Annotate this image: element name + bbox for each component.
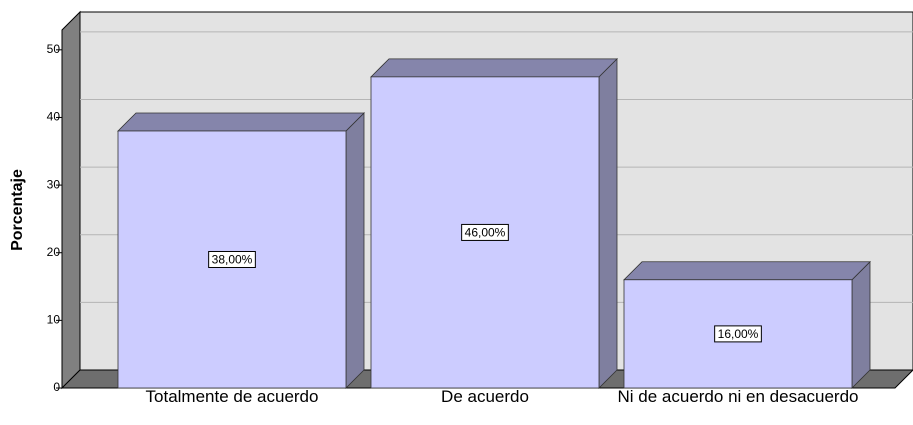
- value-label-box: [208, 250, 256, 268]
- bar-side: [598, 57, 618, 389]
- y-tick-label: 0: [53, 380, 60, 394]
- x-tick-label: Ni de acuerdo ni en desacuerdo: [617, 387, 859, 406]
- bar-top: [623, 261, 871, 281]
- y-tick-label: 20: [47, 245, 61, 259]
- y-tick-label: 10: [47, 313, 61, 327]
- bar-top: [117, 112, 365, 132]
- y-axis-label: Porcentaje: [9, 169, 26, 251]
- value-label: 16,00%: [718, 327, 759, 341]
- y-tick-label: 40: [47, 110, 61, 124]
- bar-side: [345, 112, 365, 389]
- y-tick-label: 30: [47, 177, 61, 191]
- value-label: 46,00%: [465, 226, 506, 240]
- x-tick-label: De acuerdo: [441, 387, 529, 406]
- value-label-box: [714, 325, 762, 343]
- left-wall: [61, 10, 81, 390]
- bar-side: [851, 260, 871, 389]
- value-label: 38,00%: [212, 253, 253, 267]
- value-label-box: [461, 223, 509, 241]
- x-tick-label: Totalmente de acuerdo: [145, 387, 319, 406]
- y-tick-label: 50: [47, 42, 61, 56]
- bar-top: [370, 58, 618, 78]
